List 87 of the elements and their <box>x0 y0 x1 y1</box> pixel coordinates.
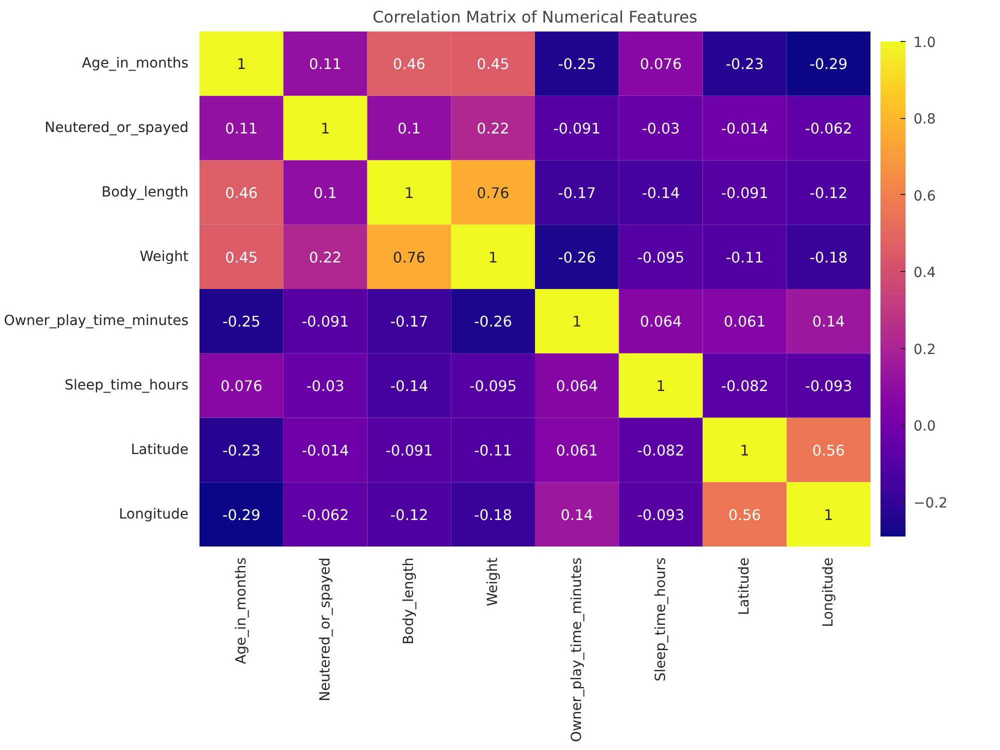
data-label: 0.45 <box>225 249 258 266</box>
data-label: -0.091 <box>721 184 768 202</box>
y-tick-label: Body_length <box>102 184 188 200</box>
data-label: 0.064 <box>556 378 598 396</box>
data-label: -0.03 <box>306 378 344 396</box>
color-bar-label: 1.0 <box>914 35 936 51</box>
data-label: 0.46 <box>225 184 258 202</box>
data-label: -0.14 <box>642 184 680 202</box>
data-label: -0.26 <box>558 249 596 266</box>
data-label: -0.29 <box>222 506 260 524</box>
data-label: -0.091 <box>553 120 601 138</box>
data-label: -0.11 <box>726 249 764 266</box>
y-tick-label: Weight <box>140 248 190 265</box>
data-label: -0.062 <box>804 120 852 138</box>
data-label: -0.062 <box>302 506 349 524</box>
data-label: 0.22 <box>476 120 510 138</box>
y-tick-label: Longitude <box>118 506 189 522</box>
data-label: 0.061 <box>724 314 766 331</box>
data-label: 0.11 <box>308 56 342 74</box>
x-tick-label: Weight <box>485 556 502 606</box>
y-tick-label: Age_in_months <box>82 56 189 72</box>
y-tick-label: Sleep_time_hours <box>64 378 189 394</box>
data-label: 1 <box>656 378 666 396</box>
color-bar-label: 0.2 <box>914 342 936 358</box>
color-bar-label: 0.4 <box>914 265 936 282</box>
data-label: -0.23 <box>726 56 764 74</box>
data-label: -0.23 <box>222 442 260 460</box>
data-label: 0.14 <box>560 506 594 524</box>
data-label: -0.03 <box>642 120 680 138</box>
y-tick-label: Latitude <box>130 442 189 458</box>
data-label: -0.17 <box>390 314 428 331</box>
data-label: 1 <box>824 506 834 524</box>
x-tick-label: Longitude <box>820 557 837 628</box>
data-label: -0.014 <box>721 120 768 138</box>
data-label: -0.091 <box>302 314 349 331</box>
data-label: -0.12 <box>390 506 428 524</box>
data-label: 1 <box>740 442 750 460</box>
color-bar-label: −0.2 <box>914 495 948 512</box>
data-label: 0.76 <box>476 184 510 202</box>
data-label: 0.1 <box>398 120 421 138</box>
data-label: -0.18 <box>810 249 848 266</box>
chart-title: Correlation Matrix of Numerical Features <box>372 8 698 26</box>
data-label: 0.45 <box>476 56 510 74</box>
x-tick-label: Latitude <box>736 557 753 616</box>
data-label: -0.25 <box>558 56 596 74</box>
data-label: -0.25 <box>222 314 260 331</box>
color-bar-label: 0.8 <box>914 112 936 128</box>
y-tick-label: Neutered_or_spayed <box>44 120 189 136</box>
data-label: 0.14 <box>812 314 845 331</box>
data-label: 0.22 <box>308 249 342 266</box>
x-tick-label: Sleep_time_hours <box>652 557 669 682</box>
data-label: -0.095 <box>469 378 517 396</box>
data-label: -0.11 <box>474 442 512 460</box>
data-label: 0.076 <box>640 56 682 74</box>
data-label: 0.061 <box>556 442 598 460</box>
data-label: 1 <box>488 249 498 266</box>
data-label: 0.11 <box>225 120 258 138</box>
data-label: -0.26 <box>474 314 512 331</box>
data-label: 0.46 <box>392 56 426 74</box>
data-label: -0.082 <box>637 442 684 460</box>
data-label: -0.14 <box>390 378 428 396</box>
data-label: 0.064 <box>640 314 682 331</box>
data-label: -0.18 <box>474 506 512 524</box>
x-tick-label: Body_length <box>401 558 418 644</box>
y-tick-label: Owner_play_time_minutes <box>4 313 189 330</box>
data-label: -0.12 <box>810 184 848 202</box>
data-label: -0.093 <box>804 378 852 396</box>
data-label: 0.1 <box>314 184 337 202</box>
data-label: -0.091 <box>386 442 433 460</box>
data-label: 0.56 <box>728 506 762 524</box>
data-label: -0.093 <box>637 506 684 524</box>
x-tick-label: Neutered_or_spayed <box>317 557 334 702</box>
color-bar-label: 0.0 <box>914 418 936 435</box>
data-label: 0.76 <box>392 249 426 266</box>
data-label: 1 <box>236 56 246 74</box>
color-bar-label: 0.6 <box>914 188 936 204</box>
data-label: 0.076 <box>220 378 262 396</box>
data-label: -0.082 <box>721 378 768 396</box>
data-label: -0.095 <box>637 249 684 266</box>
data-label: 1 <box>320 120 330 138</box>
data-label: -0.014 <box>302 442 349 460</box>
x-tick-label: Owner_play_time_minutes <box>568 557 585 742</box>
data-label: -0.17 <box>558 184 596 202</box>
data-label: 1 <box>572 314 582 331</box>
data-label: 0.56 <box>812 442 845 460</box>
data-label: 1 <box>404 184 414 202</box>
data-label: -0.29 <box>810 56 848 74</box>
